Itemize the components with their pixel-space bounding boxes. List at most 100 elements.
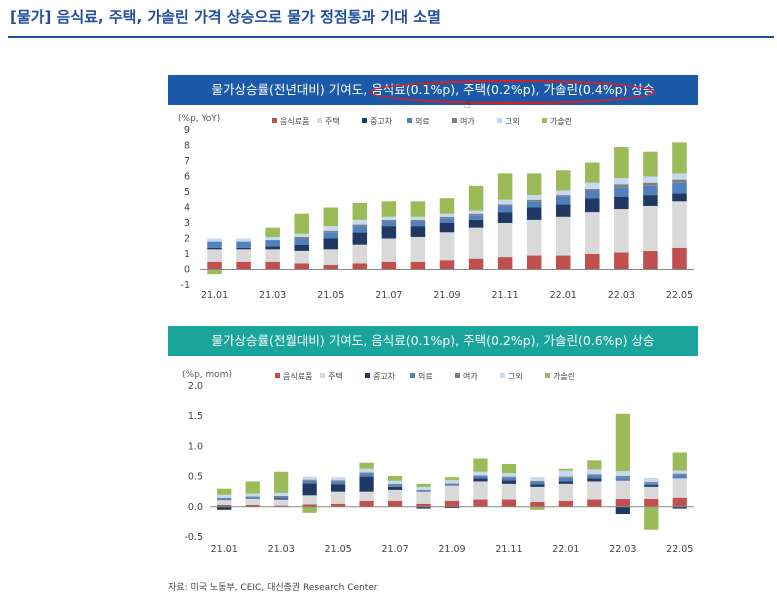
mom-y-tick-label: 2.0 — [188, 381, 203, 392]
mom-bar-segment — [331, 480, 346, 482]
mom-bar-segment — [416, 491, 431, 504]
mom-legend-label: 여가 — [463, 371, 478, 381]
yoy-bar-segment — [439, 216, 455, 219]
mom-bar-segment — [473, 475, 488, 479]
yoy-bar-segment — [555, 216, 571, 256]
yoy-bar-segment — [352, 219, 368, 225]
yoy-bar-segment — [236, 241, 251, 248]
yoy-bar-segment — [323, 207, 339, 227]
mom-bar-segment — [444, 477, 460, 481]
mom-bar-segment — [530, 486, 545, 502]
mom-bar-segment — [644, 498, 659, 507]
mom-bar-segment — [302, 479, 317, 481]
mom-bar-segment — [387, 500, 403, 507]
mom-legend-swatch — [365, 373, 370, 378]
mom-x-tick-label: 21.11 — [495, 544, 522, 555]
yoy-bar-segment — [643, 195, 658, 206]
mom-y-tick-label: 0.5 — [188, 472, 203, 483]
yoy-y-tick-label: 7 — [184, 156, 190, 167]
mom-bar-segment — [672, 452, 687, 471]
yoy-bar-segment — [294, 250, 309, 264]
mom-bar-segment — [416, 483, 431, 487]
mom-bar-segment — [387, 483, 403, 486]
mom-bar-segment — [416, 503, 431, 507]
yoy-bar-segment — [526, 255, 542, 270]
page-title: [물가] 음식료, 주택, 가솔린 가격 상승으로 물가 정점통과 기대 소멸 — [10, 8, 441, 26]
mom-bar-segment — [672, 506, 687, 509]
yoy-bar-segment — [352, 244, 368, 264]
mom-y-tick-label: 0.0 — [188, 502, 203, 513]
yoy-legend-label: 중고차 — [370, 117, 393, 126]
mom-bar-segment — [672, 497, 687, 507]
yoy-y-tick-label: 1 — [184, 249, 190, 260]
mom-bar-segment — [217, 494, 232, 498]
yoy-y-tick-label: 6 — [184, 172, 190, 183]
mom-bar-segment — [245, 493, 260, 497]
yoy-x-tick-label: 22.01 — [550, 290, 577, 301]
mom-bar-segment — [302, 476, 317, 480]
mom-bar-segment — [387, 486, 403, 490]
mom-bar-segment — [331, 503, 346, 507]
yoy-bar-segment — [236, 238, 251, 242]
yoy-bar-segment — [323, 249, 339, 265]
mom-bar-segment — [501, 499, 517, 507]
mom-bar-segment — [672, 473, 687, 475]
yoy-bar-segment — [643, 185, 658, 196]
mom-bar-segment — [672, 474, 687, 479]
mom-bar-segment — [416, 490, 431, 492]
yoy-x-tick-label: 21.09 — [433, 290, 460, 301]
yoy-bar-segment — [352, 224, 368, 227]
mom-bar-segment — [331, 481, 346, 485]
yoy-bar-segment — [439, 232, 455, 261]
highlight-ellipse — [369, 80, 655, 104]
mom-legend-swatch — [455, 373, 460, 378]
yoy-x-tick-label: 21.01 — [201, 290, 228, 301]
mom-bar-segment — [558, 477, 573, 482]
yoy-x-tick-label: 22.05 — [666, 290, 693, 301]
yoy-bar-segment — [585, 162, 600, 183]
yoy-y-tick-label: 4 — [184, 203, 190, 214]
yoy-bar-segment — [265, 227, 280, 237]
yoy-bar-segment — [439, 213, 455, 217]
mom-bar-segment — [587, 499, 602, 507]
mom-bar-segment — [274, 495, 289, 497]
mom-bar-segment — [558, 481, 573, 484]
mom-x-tick-label: 22.05 — [666, 544, 693, 555]
mom-legend-label: 그외 — [508, 371, 523, 381]
yoy-bar-segment — [294, 263, 309, 270]
mom-x-tick-label: 22.03 — [609, 544, 636, 555]
mom-bar-segment — [558, 470, 573, 477]
mom-bar-segment — [473, 481, 488, 500]
mom-bar-segment — [331, 484, 346, 492]
mom-bar-segment — [444, 480, 460, 484]
yoy-contribution-chart: (%p, YoY) -1 0 1 2 3 4 5 6 7 8 9 음식료품 주택 중고차 의료 여가 그외 가솔린 2… — [178, 114, 694, 301]
yoy-legend-label: 그외 — [505, 116, 520, 126]
mom-bar-segment — [274, 499, 289, 506]
yoy-bar-segment — [265, 249, 280, 262]
yoy-y-tick-label: 0 — [184, 265, 190, 276]
yoy-legend-swatch — [497, 118, 502, 123]
yoy-bar-segment — [323, 264, 339, 270]
chart2-banner: 물가상승률(전월대비) 기여도, 음식료(0.1%p), 주택(0.2%p), … — [168, 326, 698, 356]
mom-bar-segment — [359, 500, 374, 507]
yoy-bar-segment — [207, 261, 222, 270]
mom-bar-segment — [501, 472, 517, 477]
yoy-bar-segment — [614, 209, 629, 253]
mom-bar-segment — [245, 498, 260, 505]
mom-legend-swatch — [410, 373, 415, 378]
yoy-x-tick-label: 21.03 — [259, 290, 286, 301]
mom-bar-segment — [530, 477, 545, 481]
mom-bar-segment — [558, 468, 573, 471]
yoy-legend-label: 여가 — [460, 116, 475, 126]
yoy-bar-segment — [585, 212, 600, 254]
mom-bar-segment — [217, 506, 232, 510]
mom-x-tick-label: 21.07 — [381, 544, 408, 555]
yoy-bar-segment — [439, 223, 455, 233]
yoy-y-unit-label: (%p, YoY) — [178, 114, 220, 124]
yoy-bar-segment — [555, 204, 571, 217]
mom-bar-segment — [615, 480, 630, 499]
yoy-bar-segment — [614, 184, 629, 188]
yoy-bar-segment — [294, 236, 309, 239]
yoy-bar-segment — [439, 218, 455, 223]
yoy-bar-segment — [672, 182, 687, 194]
